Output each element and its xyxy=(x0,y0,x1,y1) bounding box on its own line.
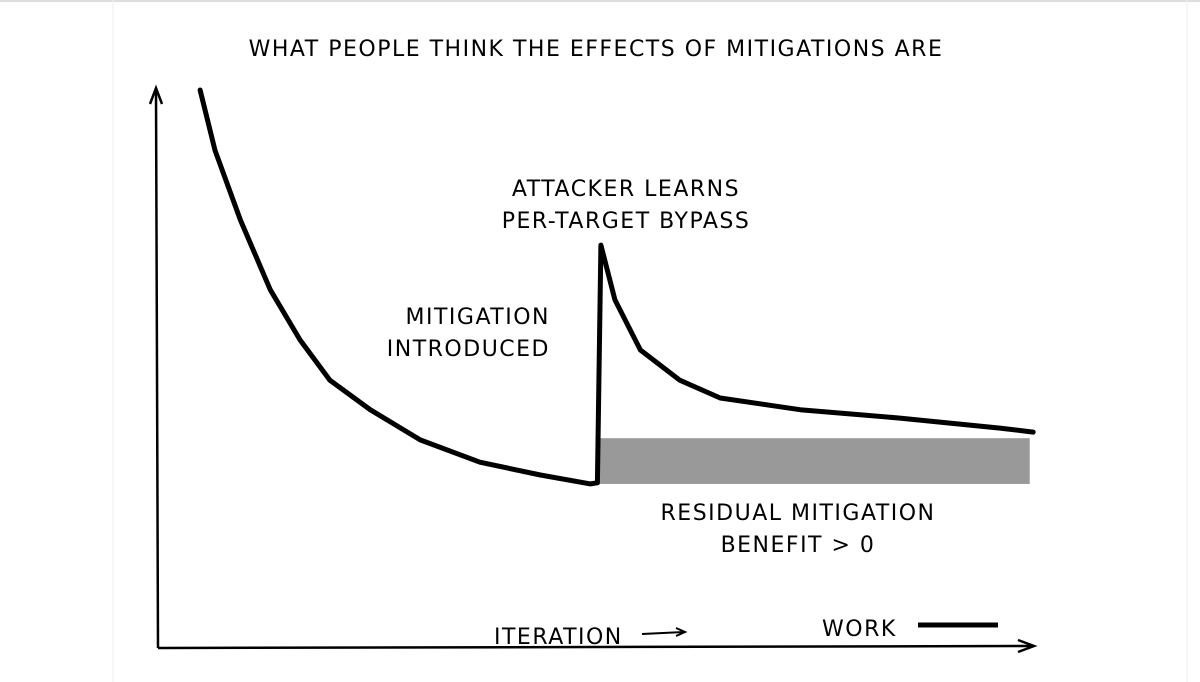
annotation: MITIGATION INTRODUCED xyxy=(387,305,550,362)
legend-label: WORK xyxy=(822,617,897,642)
axes xyxy=(148,84,1038,654)
band-label-text: RESIDUAL MITIGATION BENEFIT > 0 xyxy=(661,501,936,558)
x-axis-arrow xyxy=(1017,638,1038,654)
x-axis xyxy=(157,644,1033,650)
chart-title: WHAT PEOPLE THINK THE EFFECTS OF MITIGAT… xyxy=(249,37,944,62)
annotation-text: ATTACKER LEARNS PER-TARGET BYPASS xyxy=(502,177,751,234)
annotation: ATTACKER LEARNS PER-TARGET BYPASS xyxy=(502,177,751,234)
y-axis-arrow xyxy=(148,84,164,105)
annotation-text: MITIGATION INTRODUCED xyxy=(387,305,550,362)
residual-band xyxy=(598,438,1030,484)
work-line xyxy=(197,87,1036,487)
x-label-arrow xyxy=(641,627,688,637)
band-label: RESIDUAL MITIGATION BENEFIT > 0 xyxy=(661,501,936,558)
x-axis-label: ITERATION xyxy=(494,625,623,650)
y-axis xyxy=(154,91,160,649)
